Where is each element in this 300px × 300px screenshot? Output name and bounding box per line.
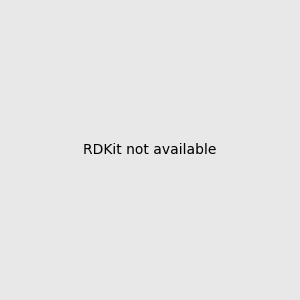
Text: RDKit not available: RDKit not available — [83, 143, 217, 157]
